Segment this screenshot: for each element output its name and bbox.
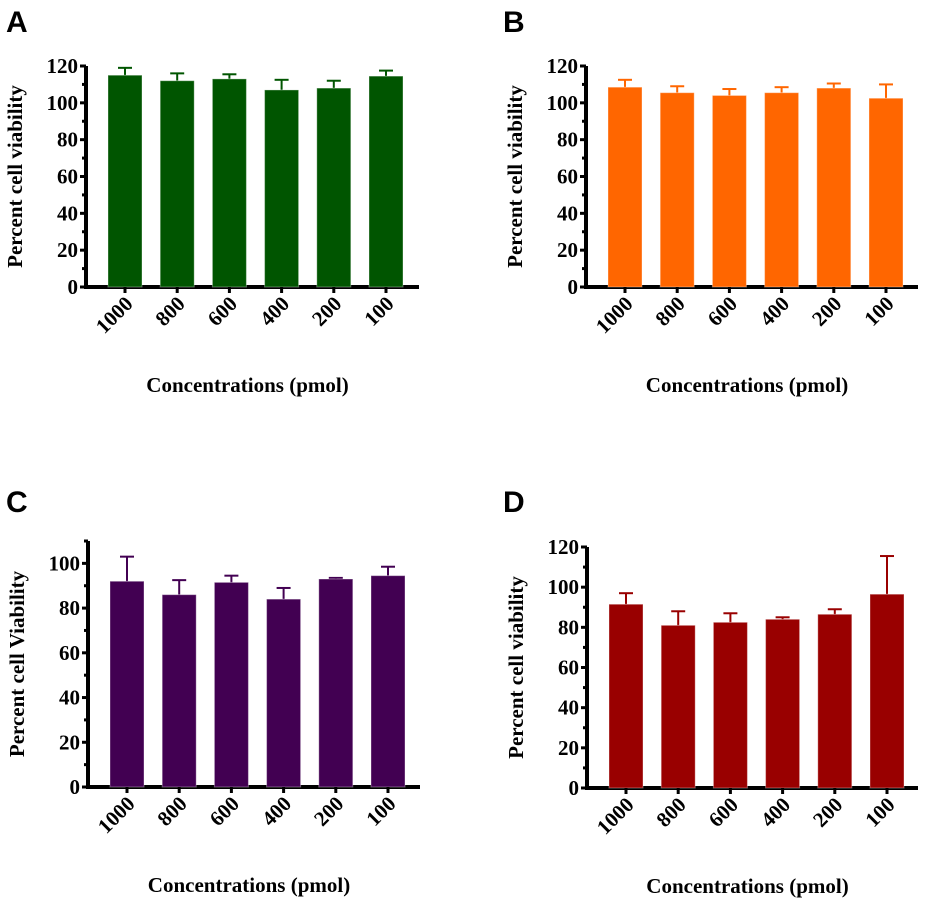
x-tick-label: 100 — [361, 792, 400, 831]
y-tick-label: 100 — [47, 91, 79, 115]
bar-600 — [712, 621, 748, 789]
bar-1000 — [607, 86, 643, 288]
bar-1000 — [109, 580, 145, 788]
panel-d: D 0 20 40 60 80 100 120 Percent cell viability 10… — [503, 486, 918, 898]
x-tick-label: 600 — [704, 793, 743, 832]
x-tick-label: 400 — [756, 793, 795, 832]
x-tick-label: 800 — [150, 292, 189, 331]
x-tick-label: 1000 — [93, 792, 140, 839]
x-tick-label: 100 — [860, 793, 899, 832]
y-axis-title: Percent cell Viability — [5, 570, 29, 757]
y-axis-title: Percent cell viability — [3, 85, 27, 268]
x-tick-label: 1000 — [91, 292, 138, 339]
y-tick-label: 0 — [569, 776, 580, 800]
panel-a: A 0 20 40 60 80 100 120 Percent cell viability 10… — [3, 6, 419, 397]
panel-letter: B — [503, 6, 525, 39]
x-tick-label: 100 — [859, 292, 898, 331]
y-tick-label: 100 — [49, 551, 81, 575]
bar-1000 — [608, 603, 644, 789]
x-tick-label: 800 — [651, 793, 690, 832]
x-tick-label: 1000 — [591, 292, 638, 339]
bar-800 — [659, 92, 695, 288]
x-tick-label: 600 — [203, 292, 242, 331]
bar-600 — [211, 78, 247, 288]
y-tick-label: 40 — [59, 686, 80, 710]
bar-600 — [213, 581, 249, 788]
y-tick-label: 20 — [558, 736, 579, 760]
bar-1000 — [107, 74, 143, 288]
bar-100 — [368, 75, 404, 288]
bar-100 — [868, 97, 904, 288]
x-axis-title: Concentrations (pmol) — [146, 373, 348, 397]
y-tick-label: 0 — [70, 775, 81, 799]
y-tick-label: 120 — [548, 535, 580, 559]
bar-400 — [264, 89, 300, 288]
bar-200 — [316, 87, 352, 288]
x-axis-title: Concentrations (pmol) — [646, 874, 848, 898]
y-axis-title: Percent cell viability — [503, 85, 527, 268]
y-axis-title: Percent cell viability — [504, 576, 528, 759]
panel-letter: D — [503, 486, 525, 519]
y-tick-label: 100 — [547, 91, 579, 115]
panel-c: C 0 20 40 60 80 100 Percent cell Viability 1000 8… — [5, 486, 420, 897]
bar-200 — [816, 87, 852, 288]
x-tick-label: 100 — [359, 292, 398, 331]
x-axis-title: Concentrations (pmol) — [148, 873, 350, 897]
x-tick-label: 600 — [703, 292, 742, 331]
y-tick-label: 20 — [557, 238, 578, 262]
y-tick-label: 0 — [68, 275, 79, 299]
y-tick-label: 20 — [57, 238, 78, 262]
y-tick-label: 80 — [57, 128, 78, 152]
x-tick-label: 400 — [255, 292, 294, 331]
x-tick-label: 200 — [807, 292, 846, 331]
y-tick-label: 80 — [557, 128, 578, 152]
bar-200 — [318, 578, 354, 788]
bar-800 — [159, 80, 195, 288]
x-tick-label: 400 — [257, 792, 296, 831]
bar-200 — [817, 613, 853, 789]
panel-b: B 0 20 40 60 80 100 120 Percent cell viability 10… — [503, 6, 918, 397]
y-tick-label: 20 — [59, 730, 80, 754]
y-tick-label: 120 — [47, 54, 79, 78]
x-tick-label: 400 — [755, 292, 794, 331]
bar-100 — [370, 575, 406, 788]
bar-400 — [266, 598, 302, 788]
x-tick-label: 800 — [152, 792, 191, 831]
panel-letter: C — [6, 486, 28, 519]
bar-600 — [711, 94, 747, 288]
x-tick-label: 200 — [309, 792, 348, 831]
y-tick-label: 80 — [59, 596, 80, 620]
y-tick-label: 80 — [558, 615, 579, 639]
y-tick-label: 60 — [57, 165, 78, 189]
y-tick-label: 40 — [557, 201, 578, 225]
panel-letter: A — [6, 6, 28, 39]
x-axis-title: Concentrations (pmol) — [646, 373, 848, 397]
x-tick-label: 600 — [205, 792, 244, 831]
x-tick-label: 200 — [307, 292, 346, 331]
x-tick-label: 800 — [650, 292, 689, 331]
y-tick-label: 40 — [57, 201, 78, 225]
bar-400 — [765, 618, 801, 789]
y-tick-label: 0 — [568, 275, 579, 299]
x-tick-label: 200 — [808, 793, 847, 832]
bar-100 — [869, 593, 905, 789]
y-tick-label: 40 — [558, 696, 579, 720]
y-tick-label: 120 — [547, 54, 579, 78]
y-tick-label: 100 — [548, 575, 580, 599]
y-tick-label: 60 — [558, 656, 579, 680]
y-tick-label: 60 — [557, 165, 578, 189]
bar-800 — [660, 624, 696, 789]
bar-800 — [161, 594, 197, 788]
bar-400 — [764, 92, 800, 288]
x-tick-label: 1000 — [592, 793, 639, 840]
y-tick-label: 60 — [59, 641, 80, 665]
